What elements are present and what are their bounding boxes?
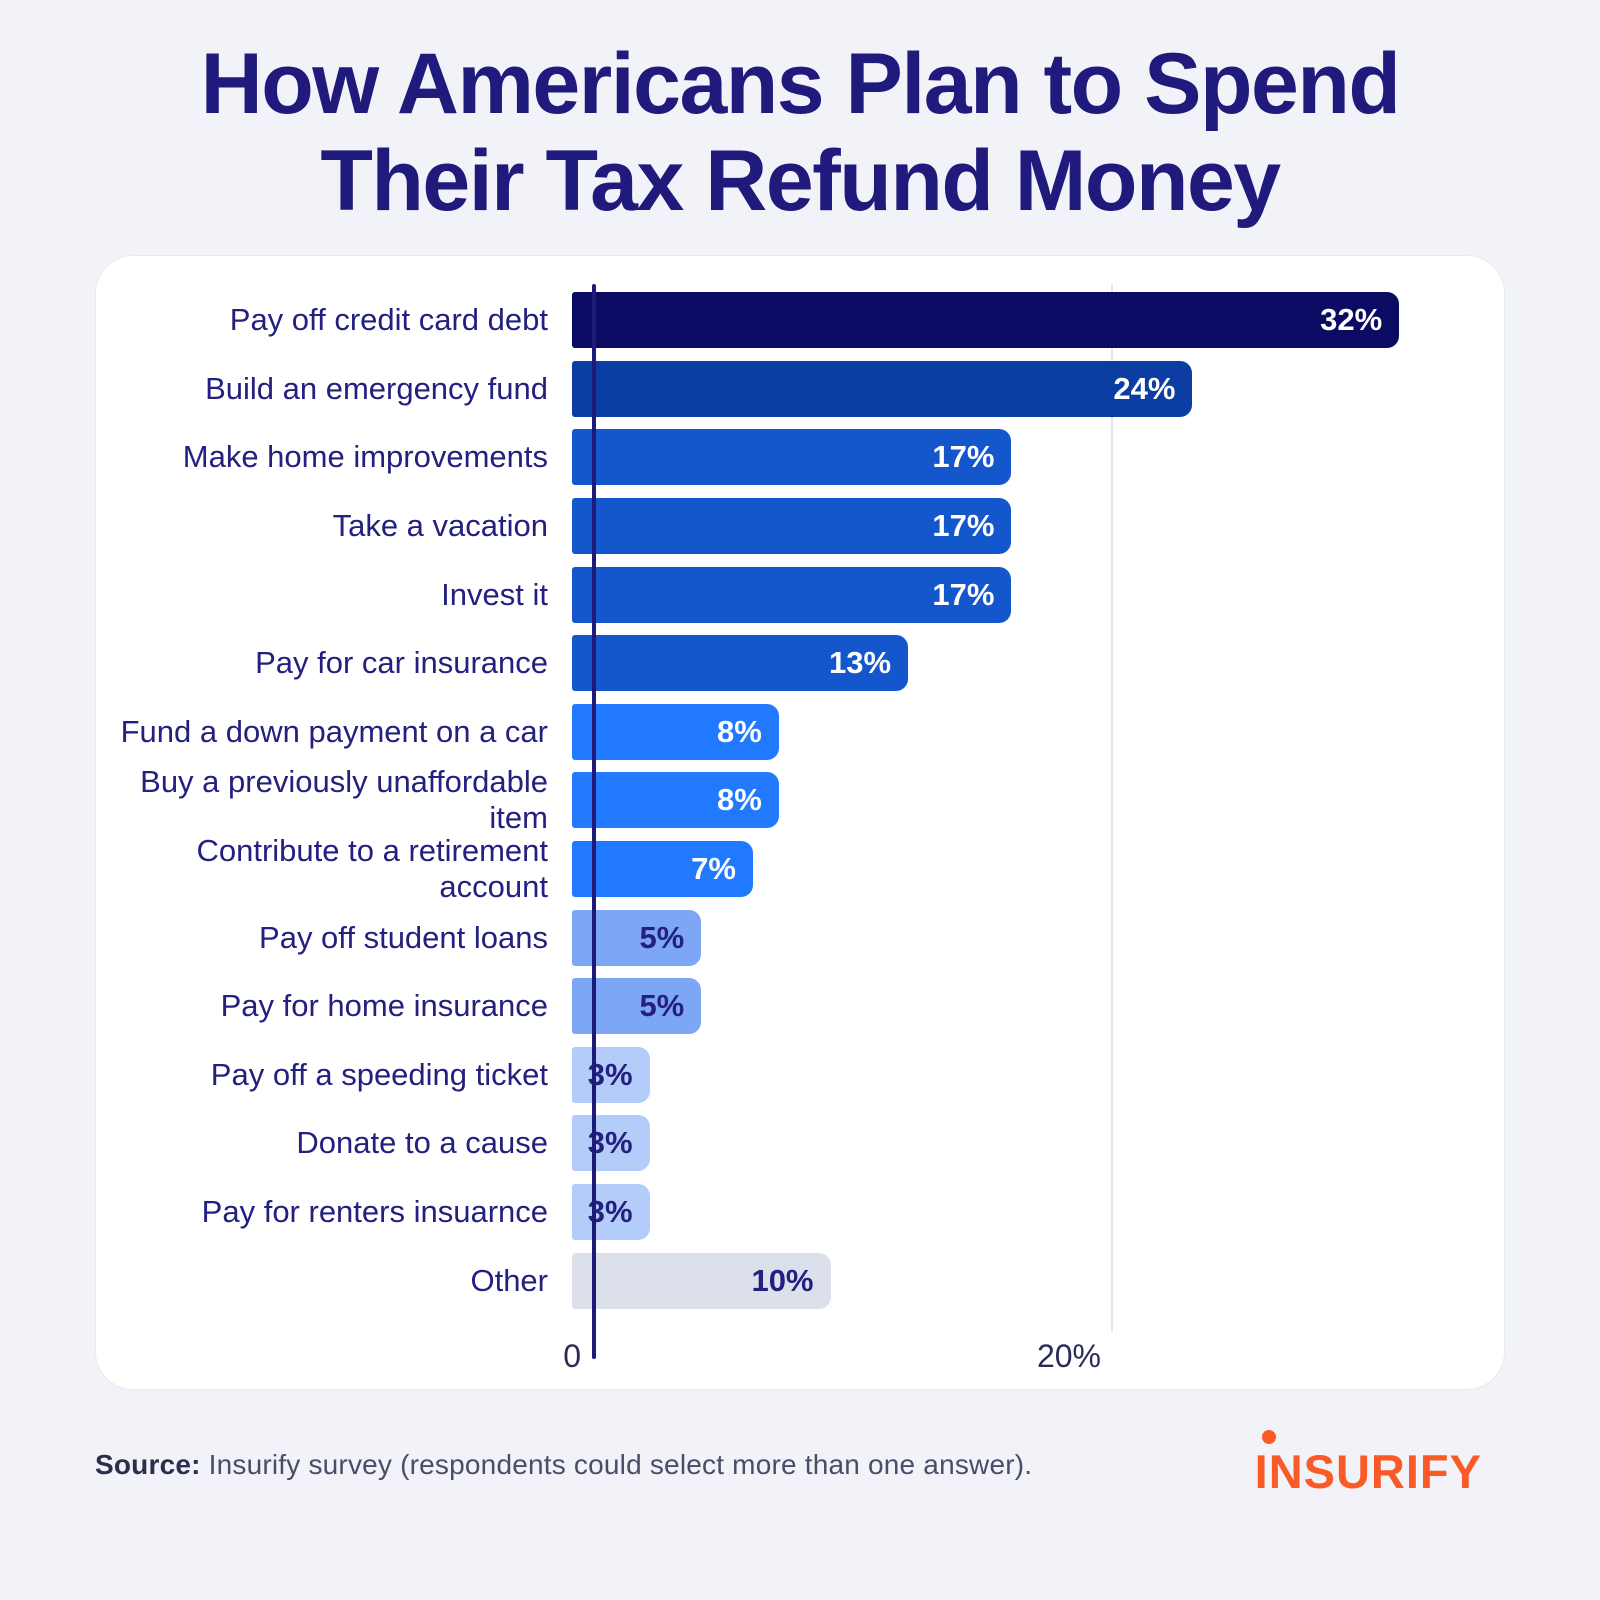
category-label: Pay for renters insuarnce (201, 1194, 548, 1230)
value-label: 17% (932, 508, 995, 544)
value-label: 8% (716, 713, 762, 749)
y-axis-line (592, 284, 596, 1359)
category-label: Pay off student loans (259, 919, 548, 955)
source-note: Source: Insurify survey (respondents cou… (95, 1449, 1032, 1481)
bar-area: 10% (572, 1246, 1498, 1315)
footer: Source: Insurify survey (respondents cou… (95, 1430, 1482, 1499)
category-label: Pay for car insurance (255, 645, 548, 681)
bar: 13% (572, 635, 909, 692)
x-tick-20: 20% (1036, 1338, 1101, 1374)
category-label: Build an emergency fund (205, 370, 548, 406)
value-label: 32% (1320, 302, 1383, 338)
category-label: Pay for home insurance (220, 988, 548, 1024)
bar-area: 17% (572, 492, 1498, 561)
bar-area: 3% (572, 1178, 1498, 1247)
bar: 8% (572, 703, 779, 760)
bar: 32% (572, 292, 1400, 349)
bar-area: 7% (572, 835, 1498, 904)
logo-dot-icon (1261, 1430, 1276, 1444)
bar-area: 5% (572, 972, 1498, 1041)
bar-row: Other 10% (96, 1246, 1498, 1315)
x-tick-0: 0 (563, 1338, 581, 1374)
bar-area: 24% (572, 355, 1498, 424)
bar-row: Build an emergency fund 24% (96, 355, 1498, 424)
category-label: Buy a previously unaffordable item (140, 764, 548, 836)
bar-row: Pay off student loans 5% (96, 903, 1498, 972)
bar: 17% (572, 566, 1012, 623)
bar: 3% (572, 1115, 650, 1172)
bar-area: 32% (572, 286, 1498, 355)
category-label: Other (470, 1262, 548, 1298)
bar: 3% (572, 1184, 650, 1241)
bar: 3% (572, 1046, 650, 1103)
value-label: 24% (1113, 370, 1176, 406)
value-label: 8% (716, 782, 762, 818)
bar-area: 8% (572, 698, 1498, 767)
logo-wordmark: INSURIFY (1254, 1445, 1482, 1498)
bar-row: Pay for car insurance 13% (96, 629, 1498, 698)
category-label: Fund a down payment on a car (120, 713, 548, 749)
category-label: Contribute to a retirement account (196, 833, 548, 905)
bar: 10% (572, 1252, 831, 1309)
page-title: How Americans Plan to Spend Their Tax Ref… (0, 36, 1600, 230)
bar-area: 8% (572, 766, 1498, 835)
bar-area: 5% (572, 903, 1498, 972)
value-label: 5% (639, 919, 685, 955)
value-label: 17% (932, 439, 995, 475)
value-label: 10% (751, 1262, 814, 1298)
bar-row: Pay off a speeding ticket 3% (96, 1041, 1498, 1110)
chart-card: Pay off credit card debt 32% Build an emer… (95, 255, 1505, 1390)
insurify-logo: INSURIFY (1255, 1430, 1482, 1499)
bar-row: Pay off credit card debt 32% (96, 286, 1498, 355)
page-title-line2: Their Tax Refund Money (320, 133, 1281, 230)
bar: 8% (572, 772, 779, 829)
bar-area: 17% (572, 560, 1498, 629)
category-label: Pay off a speeding ticket (210, 1056, 548, 1092)
page-title-line1: How Americans Plan to Spend (200, 36, 1401, 132)
value-label: 7% (691, 851, 736, 887)
bar: 24% (572, 360, 1193, 417)
value-label: 5% (639, 988, 685, 1024)
bar-row: Buy a previously unaffordable item 8% (96, 764, 1498, 836)
source-label: Source: (95, 1448, 201, 1480)
source-text: Insurify survey (respondents could selec… (200, 1448, 1033, 1480)
bar-area: 3% (572, 1109, 1498, 1178)
gridline-20-percent (1111, 284, 1113, 1332)
bar-row: Donate to a cause 3% (96, 1109, 1498, 1178)
category-label: Take a vacation (332, 508, 548, 544)
bar-row: Pay for renters insuarnce 3% (96, 1178, 1498, 1247)
category-label: Pay off credit card debt (229, 302, 548, 338)
category-label: Invest it (441, 576, 548, 612)
bar-row: Contribute to a retirement account 7% (96, 833, 1498, 905)
bar-chart: Pay off credit card debt 32% Build an emer… (96, 286, 1498, 1315)
category-label: Donate to a cause (296, 1125, 548, 1161)
bar-row: Take a vacation 17% (96, 492, 1498, 561)
category-label: Make home improvements (182, 439, 548, 475)
bar-row: Invest it 17% (96, 560, 1498, 629)
value-label: 17% (932, 576, 995, 612)
bar: 17% (572, 429, 1012, 486)
bar-area: 17% (572, 423, 1498, 492)
value-label: 13% (829, 645, 892, 681)
bar-area: 3% (572, 1041, 1498, 1110)
bar-row: Fund a down payment on a car 8% (96, 698, 1498, 767)
bar-row: Pay for home insurance 5% (96, 972, 1498, 1041)
bar-area: 13% (572, 629, 1498, 698)
bar: 17% (572, 498, 1012, 555)
bar-row: Make home improvements 17% (96, 423, 1498, 492)
bar: 7% (572, 841, 753, 898)
